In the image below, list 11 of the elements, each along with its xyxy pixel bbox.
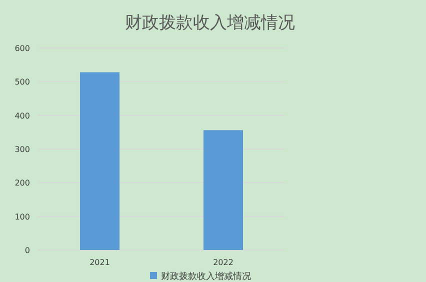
- y-tick-label: 500: [14, 78, 30, 87]
- y-tick-label: 0: [24, 246, 30, 255]
- y-tick-label: 100: [14, 212, 30, 222]
- y-tick-label: 300: [14, 145, 30, 154]
- x-tick-label: 2021: [90, 258, 110, 267]
- legend-label: 财政拨款收入增减情况: [161, 271, 251, 282]
- y-tick-label: 600: [14, 44, 30, 53]
- x-tick-label: 2022: [213, 258, 234, 267]
- y-tick-label: 400: [14, 111, 30, 120]
- y-tick-label: 200: [14, 178, 30, 188]
- chart-title: 财政拨款收入增减情况: [125, 13, 295, 33]
